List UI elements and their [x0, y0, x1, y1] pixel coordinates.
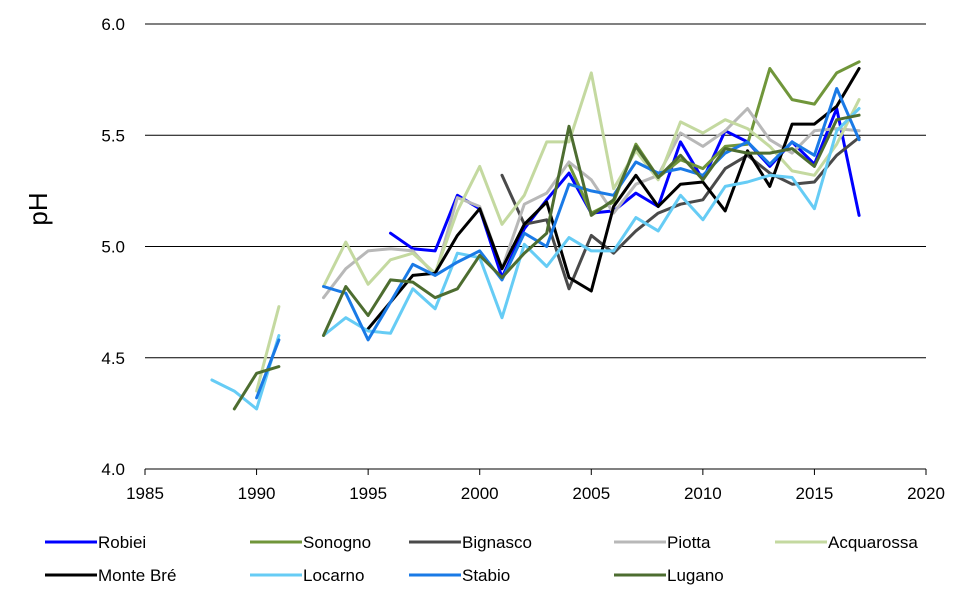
series-line-piotta — [322, 107, 861, 300]
legend-label: Robiei — [98, 533, 146, 552]
x-tick-label: 2015 — [796, 484, 834, 503]
series-line-lugano — [322, 113, 861, 337]
y-tick-label: 4.5 — [101, 349, 125, 368]
series-lines — [210, 60, 861, 411]
legend-label: Bignasco — [462, 533, 532, 552]
gridlines — [145, 23, 926, 359]
legend-label: Sonogno — [303, 533, 371, 552]
legend-label: Monte Bré — [98, 566, 176, 585]
x-tick-label: 1995 — [349, 484, 387, 503]
legend-label: Acquarossa — [828, 533, 918, 552]
series-line-acquarossa — [322, 71, 861, 288]
y-tick-label: 5.0 — [101, 238, 125, 257]
legend: Robiei Sonogno Bignasco Piotta Acquarossa Mon… — [45, 533, 918, 585]
series-line-monte-br- — [366, 67, 861, 331]
y-tick-label: 5.5 — [101, 126, 125, 145]
legend-label: Lugano — [667, 566, 724, 585]
x-tick-label: 1985 — [126, 484, 164, 503]
series-line-stabio — [322, 87, 861, 342]
legend-label: Stabio — [462, 566, 510, 585]
x-tick-label: 2005 — [572, 484, 610, 503]
y-axis-title: pH — [23, 192, 53, 225]
x-tick-label: 2010 — [684, 484, 722, 503]
series-line-lugano — [232, 365, 281, 411]
series-line-acquarossa — [255, 305, 281, 393]
legend-label: Locarno — [303, 566, 364, 585]
series-line-locarno — [322, 107, 861, 337]
x-tick-label: 1990 — [238, 484, 276, 503]
x-tick-label: 2000 — [461, 484, 499, 503]
tick-labels: 4.0 4.5 5.0 5.5 6.0 1985 1990 1995 2000 2005 2010 2… — [101, 15, 945, 503]
x-axis — [144, 468, 927, 475]
y-tick-label: 6.0 — [101, 15, 125, 34]
legend-label: Piotta — [667, 533, 711, 552]
y-tick-label: 4.0 — [101, 460, 125, 479]
series-line-bignasco — [500, 136, 861, 291]
x-tick-label: 2020 — [907, 484, 945, 503]
